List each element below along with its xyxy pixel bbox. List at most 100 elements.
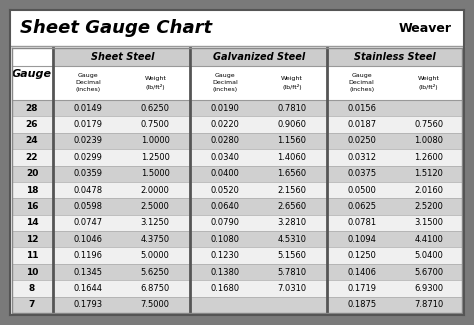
Text: 0.7500: 0.7500 — [141, 120, 170, 129]
Text: 0.1080: 0.1080 — [210, 235, 239, 244]
Bar — [12, 215, 462, 231]
Text: 0.0790: 0.0790 — [210, 218, 239, 227]
Text: 28: 28 — [26, 104, 38, 113]
Text: Gauge: Gauge — [12, 69, 52, 79]
Text: 0.0312: 0.0312 — [347, 153, 376, 162]
Bar — [55, 48, 190, 66]
Text: 0.0156: 0.0156 — [347, 104, 376, 113]
Text: 22: 22 — [26, 153, 38, 162]
Text: 0.0359: 0.0359 — [74, 169, 103, 178]
Bar — [12, 100, 462, 116]
Text: Weight
(lb/ft²): Weight (lb/ft²) — [281, 76, 303, 90]
Text: 1.0080: 1.0080 — [414, 136, 443, 146]
Text: Stainless Steel: Stainless Steel — [354, 52, 436, 62]
Text: 0.7560: 0.7560 — [414, 120, 443, 129]
Text: 2.1560: 2.1560 — [277, 186, 306, 195]
Bar — [12, 66, 462, 100]
Text: Sheet Steel: Sheet Steel — [91, 52, 155, 62]
Text: Sheet Gauge Chart: Sheet Gauge Chart — [20, 19, 212, 37]
Text: 1.5000: 1.5000 — [141, 169, 170, 178]
Text: 4.3750: 4.3750 — [141, 235, 170, 244]
Text: 0.1644: 0.1644 — [74, 284, 103, 293]
Text: 10: 10 — [26, 267, 38, 277]
Text: 0.6250: 0.6250 — [141, 104, 170, 113]
Text: 0.7810: 0.7810 — [277, 104, 307, 113]
Text: 0.1094: 0.1094 — [347, 235, 376, 244]
Text: 3.1250: 3.1250 — [141, 218, 170, 227]
Text: 0.0340: 0.0340 — [210, 153, 239, 162]
Text: 2.5000: 2.5000 — [141, 202, 170, 211]
Text: 1.6560: 1.6560 — [277, 169, 307, 178]
Text: Gauge
Decimal
(inches): Gauge Decimal (inches) — [349, 73, 374, 93]
Text: 0.1345: 0.1345 — [74, 267, 103, 277]
Text: 0.1046: 0.1046 — [74, 235, 103, 244]
Text: 7: 7 — [29, 300, 35, 309]
Text: 2.6560: 2.6560 — [277, 202, 307, 211]
Bar — [328, 48, 462, 66]
Bar — [12, 264, 462, 280]
Text: 0.1250: 0.1250 — [347, 251, 376, 260]
Text: 0.0220: 0.0220 — [210, 120, 239, 129]
Text: 0.1196: 0.1196 — [74, 251, 103, 260]
Text: Weight
(lb/ft²): Weight (lb/ft²) — [144, 76, 166, 90]
Text: 0.0625: 0.0625 — [347, 202, 376, 211]
Text: 0.0239: 0.0239 — [74, 136, 103, 146]
Text: 1.0000: 1.0000 — [141, 136, 170, 146]
Text: 1.2600: 1.2600 — [414, 153, 443, 162]
Text: 0.1719: 0.1719 — [347, 284, 376, 293]
Text: Gauge
Decimal
(inches): Gauge Decimal (inches) — [75, 73, 101, 93]
Bar — [12, 149, 462, 165]
Text: 2.0000: 2.0000 — [141, 186, 170, 195]
Text: 1.5120: 1.5120 — [414, 169, 443, 178]
Bar — [12, 133, 462, 149]
Text: 8: 8 — [29, 284, 35, 293]
Bar — [328, 66, 395, 100]
Text: 1.1560: 1.1560 — [277, 136, 306, 146]
Text: 0.0187: 0.0187 — [347, 120, 376, 129]
Text: 0.0280: 0.0280 — [210, 136, 239, 146]
Text: 0.0598: 0.0598 — [74, 202, 103, 211]
Text: 16: 16 — [26, 202, 38, 211]
Text: 14: 14 — [26, 218, 38, 227]
Bar — [258, 66, 325, 100]
Text: 5.0400: 5.0400 — [414, 251, 443, 260]
Text: 0.1680: 0.1680 — [210, 284, 240, 293]
Text: 0.0190: 0.0190 — [210, 104, 239, 113]
Bar — [12, 231, 462, 247]
Bar — [12, 280, 462, 297]
Text: 0.0500: 0.0500 — [347, 186, 376, 195]
Text: 0.0781: 0.0781 — [347, 218, 376, 227]
Text: 0.0520: 0.0520 — [210, 186, 239, 195]
Text: 5.7810: 5.7810 — [277, 267, 307, 277]
Text: 20: 20 — [26, 169, 38, 178]
Bar — [12, 247, 462, 264]
Text: 11: 11 — [26, 251, 38, 260]
Text: 4.4100: 4.4100 — [414, 235, 443, 244]
Text: 2.0160: 2.0160 — [414, 186, 443, 195]
Text: 0.0299: 0.0299 — [74, 153, 103, 162]
Text: 18: 18 — [26, 186, 38, 195]
Text: 6.9300: 6.9300 — [414, 284, 443, 293]
Bar — [10, 10, 464, 46]
Text: 5.1560: 5.1560 — [277, 251, 306, 260]
Text: 3.2810: 3.2810 — [277, 218, 307, 227]
Text: 0.0478: 0.0478 — [74, 186, 103, 195]
Text: 26: 26 — [26, 120, 38, 129]
Bar — [55, 66, 122, 100]
Text: 4.5310: 4.5310 — [277, 235, 306, 244]
Text: 7.0310: 7.0310 — [277, 284, 307, 293]
Text: 0.1406: 0.1406 — [347, 267, 376, 277]
Text: 6.8750: 6.8750 — [141, 284, 170, 293]
Bar — [12, 48, 462, 313]
Text: Gauge
Decimal
(inches): Gauge Decimal (inches) — [212, 73, 238, 93]
Text: 0.0640: 0.0640 — [210, 202, 239, 211]
Text: 7.5000: 7.5000 — [141, 300, 170, 309]
Text: 0.1380: 0.1380 — [210, 267, 240, 277]
Text: 0.0250: 0.0250 — [347, 136, 376, 146]
Bar — [12, 116, 462, 133]
Bar — [12, 198, 462, 215]
Bar — [191, 66, 258, 100]
Text: 5.0000: 5.0000 — [141, 251, 170, 260]
Text: 5.6250: 5.6250 — [141, 267, 170, 277]
Text: Weight
(lb/ft²): Weight (lb/ft²) — [418, 76, 439, 90]
